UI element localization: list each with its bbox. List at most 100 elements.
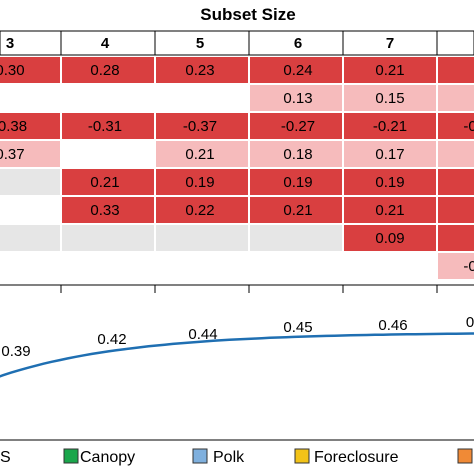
- heat-cell: [344, 253, 436, 279]
- cell-value: 0.21: [90, 174, 119, 191]
- cell-value: 0.21: [375, 202, 404, 219]
- cell-value: 0.33: [90, 202, 119, 219]
- column-header-row: 3 4 5 6 7: [0, 30, 474, 56]
- heat-cell: [250, 169, 342, 195]
- heat-cell: [250, 57, 342, 83]
- heat-cell: [438, 141, 474, 167]
- cell-value: 0.28: [90, 62, 119, 79]
- legend-swatch: [457, 448, 473, 464]
- heat-cell: [156, 225, 248, 251]
- heat-cell: [156, 169, 248, 195]
- heat-cell: [250, 141, 342, 167]
- heat-cell: [156, 57, 248, 83]
- cell-value: 0.19: [185, 174, 214, 191]
- heat-cell: [62, 85, 154, 111]
- cell-value: 0.23: [185, 62, 214, 79]
- column-header-6: 6: [294, 35, 302, 52]
- cell-value: 0.13: [283, 90, 312, 107]
- heat-cell: [344, 225, 436, 251]
- heat-cell: [62, 197, 154, 223]
- heat-cell: [438, 225, 474, 251]
- heat-cell: [0, 57, 60, 83]
- line-data-label: 0.42: [97, 331, 126, 348]
- heat-cell: [0, 169, 60, 195]
- heat-cell: [0, 253, 60, 279]
- heat-cell: [0, 197, 60, 223]
- cell-value: 0.21: [283, 202, 312, 219]
- legend-label: Polk: [213, 449, 245, 466]
- cell-value: -0: [463, 258, 474, 275]
- cell-value: -0.38: [0, 118, 27, 135]
- cell-value: -0.21: [373, 118, 407, 135]
- heat-cell: [344, 113, 436, 139]
- line-data-label: 0.45: [283, 319, 312, 336]
- heat-cell: [438, 253, 474, 279]
- cell-value: -0.37: [183, 118, 217, 135]
- series-line: [0, 332, 474, 378]
- cell-value: 0.19: [375, 174, 404, 191]
- legend-swatch: [192, 448, 208, 464]
- heat-cell: [156, 253, 248, 279]
- heat-cell: [344, 57, 436, 83]
- heat-cell: [62, 57, 154, 83]
- cell-value: 0.15: [375, 90, 404, 107]
- heat-cell: [344, 141, 436, 167]
- value-grid: 0.30 0.28 0.23 0.24 0.21 0.13 0.15 -0.38 -0.31 -0…: [0, 57, 474, 279]
- cell-value: 0.19: [283, 174, 312, 191]
- legend-label: S: [0, 449, 11, 466]
- cell-value: 0.17: [375, 146, 404, 163]
- heat-cell: [250, 197, 342, 223]
- legend-label: Foreclosure: [314, 449, 399, 466]
- heat-cell: [62, 113, 154, 139]
- line-panel: 0.39 0.42 0.44 0.45 0.46 0: [0, 284, 474, 441]
- column-header-7: 7: [386, 35, 394, 52]
- line-data-label: 0: [466, 314, 474, 331]
- heat-cell: [0, 85, 60, 111]
- heat-cell: [62, 253, 154, 279]
- cell-value: 0.09: [375, 230, 404, 247]
- heat-cell: [156, 113, 248, 139]
- heat-cell: [438, 57, 474, 83]
- heat-cell: [344, 197, 436, 223]
- legend-swatch: [294, 448, 310, 464]
- heat-cell: [250, 113, 342, 139]
- cell-value: 0.22: [185, 202, 214, 219]
- heat-cell: [0, 225, 60, 251]
- header-row-frame: [0, 30, 474, 56]
- heat-cell: [62, 169, 154, 195]
- heat-cell: [0, 141, 60, 167]
- cell-value: 0.24: [283, 62, 312, 79]
- heat-cell: [0, 113, 60, 139]
- legend-swatch: [63, 448, 79, 464]
- heat-cell: [438, 197, 474, 223]
- line-data-label: 0.46: [378, 317, 407, 334]
- heat-cell: [344, 85, 436, 111]
- cell-value: 0.18: [283, 146, 312, 163]
- heat-cell: [438, 169, 474, 195]
- cell-value: -0: [463, 118, 474, 135]
- heat-cell: [344, 169, 436, 195]
- column-header-5: 5: [196, 35, 204, 52]
- cell-value: 0.21: [185, 146, 214, 163]
- cell-value: -0.31: [88, 118, 122, 135]
- column-header-3: 3: [6, 35, 14, 52]
- column-header-4: 4: [101, 35, 110, 52]
- heat-cell: [156, 197, 248, 223]
- cell-value: 0.21: [375, 62, 404, 79]
- cell-value: 0.37: [0, 146, 25, 163]
- heat-cell: [250, 85, 342, 111]
- heat-cell: [438, 113, 474, 139]
- heat-cell: [62, 225, 154, 251]
- heat-cell: [250, 253, 342, 279]
- line-data-label: 0.39: [1, 343, 30, 360]
- heat-cell: [156, 85, 248, 111]
- cell-value: 0.30: [0, 62, 25, 79]
- chart-title: Subset Size: [200, 5, 295, 24]
- heat-cell: [62, 141, 154, 167]
- heat-cell: [156, 141, 248, 167]
- heat-cell: [250, 225, 342, 251]
- heat-cell: [438, 85, 474, 111]
- legend-label: Canopy: [80, 449, 135, 466]
- line-data-label: 0.44: [188, 326, 217, 343]
